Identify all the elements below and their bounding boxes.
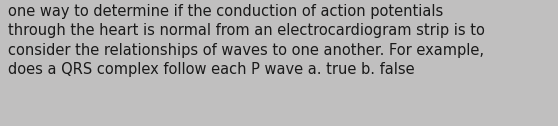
Text: one way to determine if the conduction of action potentials
through the heart is: one way to determine if the conduction o…: [8, 4, 485, 77]
